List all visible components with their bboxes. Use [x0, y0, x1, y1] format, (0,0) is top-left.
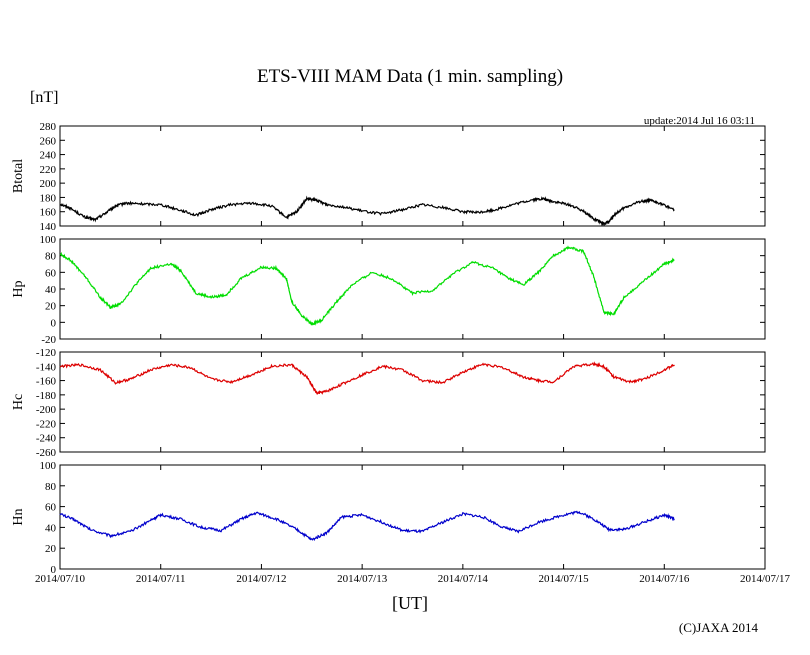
x-tick-label: 2014/07/11 [136, 573, 186, 585]
y-axis-label: Hp [11, 280, 26, 297]
y-tick-label: 200 [40, 178, 57, 190]
y-tick-label: 100 [40, 460, 57, 472]
y-tick-label: -20 [41, 334, 56, 346]
x-tick-label: 2014/07/14 [438, 573, 489, 585]
y-tick-label: -220 [36, 418, 57, 430]
y-tick-label: 0 [51, 564, 57, 576]
x-tick-label: 2014/07/10 [35, 573, 86, 585]
y-tick-label: -160 [36, 376, 57, 388]
y-tick-label: 20 [45, 543, 57, 555]
y-axis-label: Btotal [11, 159, 26, 193]
y-tick-label: 240 [40, 150, 57, 162]
panel-frame [59, 464, 766, 570]
y-tick-label: -120 [36, 347, 57, 359]
y-tick-label: 80 [45, 481, 57, 493]
y-tick-label: 0 [51, 317, 57, 329]
y-tick-label: 40 [45, 284, 57, 296]
x-tick-label: 2014/07/15 [539, 573, 590, 585]
y-tick-label: 60 [45, 267, 57, 279]
y-tick-label: 60 [45, 502, 57, 514]
y-tick-label: -260 [36, 447, 57, 459]
series-line-hc [59, 361, 675, 395]
x-tick-label: 2014/07/12 [236, 573, 286, 585]
y-tick-label: 140 [40, 221, 57, 233]
y-tick-label: 20 [45, 301, 57, 313]
unit-label: [nT] [30, 89, 59, 106]
y-tick-label: 100 [40, 234, 57, 246]
x-tick-label: 2014/07/16 [639, 573, 690, 585]
y-tick-label: 220 [40, 164, 57, 176]
panel-frame [59, 238, 766, 340]
y-axis-label: Hc [11, 394, 26, 410]
panel-frame [59, 351, 766, 453]
update-timestamp: update:2014 Jul 16 03:11 [643, 115, 755, 127]
y-tick-label: -200 [36, 404, 57, 416]
x-tick-label: 2014/07/17 [740, 573, 791, 585]
y-tick-label: 80 [45, 251, 57, 263]
x-tick-label: 2014/07/13 [337, 573, 388, 585]
series-line-btotal [59, 195, 675, 227]
series-line-hp [59, 245, 675, 326]
y-tick-label: 180 [40, 192, 57, 204]
y-tick-label: 40 [45, 522, 57, 534]
y-axis-label: Hn [11, 508, 26, 525]
panel-frame [59, 125, 766, 227]
copyright-credit: (C)JAXA 2014 [678, 620, 758, 635]
y-tick-label: 160 [40, 207, 57, 219]
y-tick-label: -140 [36, 361, 57, 373]
y-tick-label: 260 [40, 135, 57, 147]
y-tick-label: -240 [36, 433, 57, 445]
series-line-hn [59, 510, 675, 542]
y-tick-label: -180 [36, 390, 57, 402]
chart-title: ETS-VIII MAM Data (1 min. sampling) [256, 66, 564, 87]
x-axis-label: [UT] [392, 593, 428, 613]
y-tick-label: 280 [40, 121, 57, 133]
